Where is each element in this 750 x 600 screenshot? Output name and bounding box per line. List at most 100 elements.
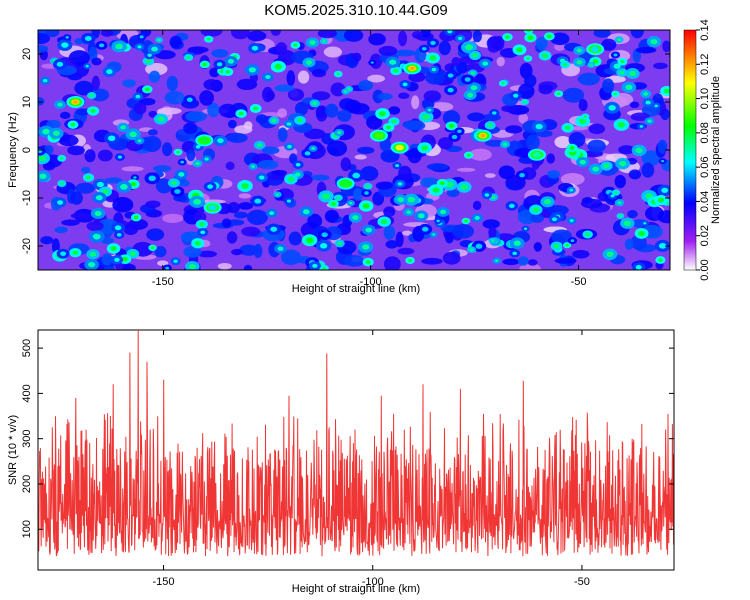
heatmap-cell xyxy=(309,40,316,45)
heatmap-cell xyxy=(456,167,476,172)
heatmap-cell xyxy=(200,230,206,235)
heatmap-cell xyxy=(623,220,631,226)
heatmap-cell xyxy=(391,119,397,124)
heatmap-cell xyxy=(518,113,528,124)
heatmap-cell xyxy=(162,142,173,157)
heatmap-cell xyxy=(408,72,426,83)
heatmap-cell xyxy=(589,63,593,66)
heatmap-cell xyxy=(383,256,401,270)
colorbar-tick-label: 0.00 xyxy=(699,259,711,280)
heatmap-cell xyxy=(547,34,552,39)
heatmap-peak xyxy=(534,153,540,157)
colorbar-tick-label: 0.08 xyxy=(699,122,711,143)
colorbar-ticks: 0.00 0.02 0.04 0.06 0.08 0.10 0.12 0.14 xyxy=(696,19,711,281)
heatmap-cell xyxy=(310,174,330,181)
chart-title: KOM5.2025.310.10.44.G09 xyxy=(264,2,447,19)
heatmap-cell xyxy=(312,263,318,268)
heatmap-cell xyxy=(151,46,158,52)
heatmap-cell xyxy=(271,118,277,123)
heatmap-cell xyxy=(40,236,54,245)
heatmap-cell xyxy=(239,244,259,256)
heatmap-cell xyxy=(147,53,152,57)
heatmap-cell xyxy=(617,38,621,41)
heatmap-cell xyxy=(89,94,94,97)
heatmap-cell xyxy=(546,153,555,164)
heatmap-cell xyxy=(380,150,400,163)
heatmap-cell xyxy=(460,184,468,190)
heatmap-cell xyxy=(620,60,625,64)
heatmap-cell xyxy=(336,72,340,76)
heatmap-cell xyxy=(153,165,172,172)
heatmap-x-tick-label: -100 xyxy=(360,276,382,288)
heatmap-cell xyxy=(496,56,505,67)
heatmap-cell xyxy=(317,30,337,39)
heatmap-cell xyxy=(185,111,207,122)
heatmap-cell xyxy=(423,90,442,102)
heatmap-cell xyxy=(322,266,327,270)
heatmap-cell xyxy=(96,181,104,188)
heatmap-cell xyxy=(527,259,538,266)
heatmap-cell xyxy=(289,153,298,164)
heatmap-cell xyxy=(154,245,167,258)
heatmap-cell xyxy=(326,140,348,157)
colorbar-tick-label: 0.10 xyxy=(699,88,711,109)
heatmap-cell xyxy=(484,193,490,197)
heatmap-cell xyxy=(619,70,625,75)
heatmap-cell xyxy=(362,203,370,209)
heatmap-y-tick-label: -10 xyxy=(21,190,33,206)
heatmap-cell xyxy=(277,50,297,66)
heatmap-cell xyxy=(176,150,180,154)
heatmap-cell xyxy=(588,123,606,135)
heatmap-cell xyxy=(238,111,244,116)
heatmap-cell xyxy=(106,69,113,75)
heatmap-peak xyxy=(480,134,486,138)
heatmap-cell xyxy=(286,70,296,87)
heatmap-cell xyxy=(133,215,139,220)
heatmap-cell xyxy=(137,139,142,143)
heatmap-cell xyxy=(491,239,495,242)
heatmap-cell xyxy=(487,123,493,128)
heatmap-cell xyxy=(447,87,454,93)
heatmap-cell xyxy=(84,149,96,163)
heatmap-cell xyxy=(383,206,396,218)
heatmap-cell xyxy=(293,43,298,47)
heatmap-cell xyxy=(162,213,184,223)
heatmap-cell xyxy=(360,166,379,182)
heatmap-cell xyxy=(398,165,412,182)
heatmap-cell xyxy=(86,175,92,180)
heatmap-cell xyxy=(523,227,528,230)
heatmap-cell xyxy=(562,87,585,103)
heatmap-cell xyxy=(658,243,667,249)
heatmap-cell xyxy=(145,87,150,92)
heatmap-cell xyxy=(512,251,517,256)
heatmap-cell xyxy=(527,35,534,40)
heatmap-cell xyxy=(408,259,412,262)
heatmap-cell xyxy=(352,215,359,220)
heatmap-y-tick-label: 10 xyxy=(21,96,33,108)
heatmap-cell xyxy=(114,225,122,231)
heatmap-cell xyxy=(100,30,114,37)
heatmap-cell xyxy=(110,246,117,251)
heatmap-cell xyxy=(274,63,282,70)
heatmap-cell xyxy=(275,42,288,54)
heatmap-cell xyxy=(81,166,91,174)
heatmap-cell xyxy=(635,264,642,270)
heatmap-cell xyxy=(551,217,558,222)
heatmap-cell xyxy=(643,92,649,96)
heatmap-cell xyxy=(650,39,658,45)
snr-panel: -150 -100 -50 100 200 300 400 500 Height of st… xyxy=(7,329,675,595)
snr-y-tick-label: 400 xyxy=(21,384,33,402)
heatmap-cell xyxy=(562,62,568,67)
heatmap-cell xyxy=(625,84,633,90)
heatmap-cell xyxy=(337,241,342,246)
heatmap-cell xyxy=(199,222,205,227)
heatmap-cell xyxy=(389,59,397,65)
heatmap-cell xyxy=(57,102,63,107)
heatmap-cell xyxy=(606,251,614,257)
snr-y-tick-label: 300 xyxy=(21,429,33,447)
heatmap-cell xyxy=(277,108,288,118)
heatmap-cell xyxy=(257,159,279,170)
heatmap-cell xyxy=(95,195,103,201)
heatmap-cell xyxy=(560,172,585,186)
heatmap-cell xyxy=(377,92,393,101)
